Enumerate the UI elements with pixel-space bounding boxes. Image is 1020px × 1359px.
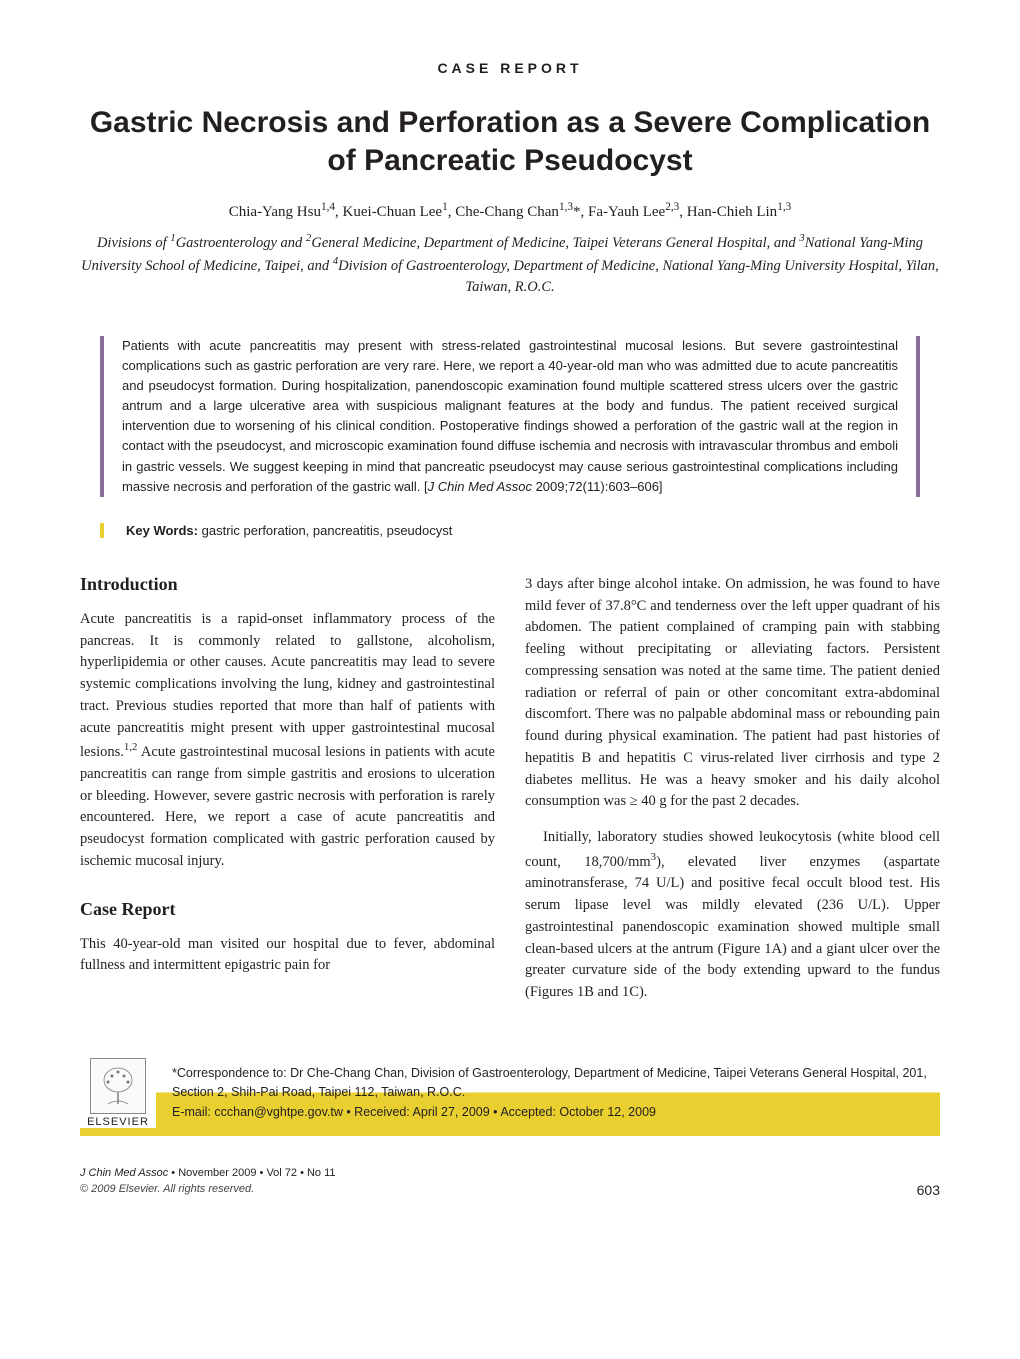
left-column: Introduction Acute pancreatitis is a rap…: [80, 574, 495, 1018]
abstract-citation: [J Chin Med Assoc 2009;72(11):603–606]: [424, 479, 663, 494]
section-label: CASE REPORT: [80, 60, 940, 76]
correspondence-band: ELSEVIER *Correspondence to: Dr Che-Chan…: [80, 1052, 940, 1136]
abstract-box: Patients with acute pancreatitis may pre…: [100, 336, 920, 497]
case-paragraph-right-2: Initially, laboratory studies showed leu…: [525, 827, 940, 1004]
right-column: 3 days after binge alcohol intake. On ad…: [525, 574, 940, 1018]
abstract-body: Patients with acute pancreatitis may pre…: [122, 338, 898, 494]
footer-left: J Chin Med Assoc • November 2009 • Vol 7…: [80, 1166, 336, 1198]
correspondence-text: *Correspondence to: Dr Che-Chang Chan, D…: [172, 1064, 940, 1122]
elsevier-tree-icon: [90, 1058, 146, 1114]
correspondence-line-1: *Correspondence to: Dr Che-Chang Chan, D…: [172, 1064, 940, 1103]
introduction-heading: Introduction: [80, 574, 495, 595]
abstract-text: Patients with acute pancreatitis may pre…: [122, 336, 898, 497]
keywords-label: Key Words:: [126, 523, 198, 538]
elsevier-label: ELSEVIER: [87, 1116, 149, 1128]
case-paragraph-right-1: 3 days after binge alcohol intake. On ad…: [525, 574, 940, 813]
introduction-paragraph: Acute pancreatitis is a rapid-onset infl…: [80, 609, 495, 873]
elsevier-logo: ELSEVIER: [80, 1058, 156, 1128]
copyright: © 2009 Elsevier. All rights reserved.: [80, 1182, 336, 1198]
body-columns: Introduction Acute pancreatitis is a rap…: [80, 574, 940, 1018]
page-number: 603: [917, 1182, 940, 1198]
article-title: Gastric Necrosis and Perforation as a Se…: [80, 104, 940, 179]
journal-reference: J Chin Med Assoc • November 2009 • Vol 7…: [80, 1166, 336, 1182]
keywords-values: gastric perforation, pancreatitis, pseud…: [202, 523, 453, 538]
authors-line: Chia-Yang Hsu1,4, Kuei-Chuan Lee1, Che-C…: [80, 201, 940, 221]
affiliations: Divisions of 1Gastroenterology and 2Gene…: [80, 231, 940, 298]
keywords-line: Key Words: gastric perforation, pancreat…: [100, 523, 920, 538]
case-report-heading: Case Report: [80, 899, 495, 920]
page-footer: J Chin Med Assoc • November 2009 • Vol 7…: [80, 1166, 940, 1198]
correspondence-line-2: E-mail: ccchan@vghtpe.gov.tw • Received:…: [172, 1103, 940, 1122]
case-paragraph-left: This 40-year-old man visited our hospita…: [80, 934, 495, 978]
